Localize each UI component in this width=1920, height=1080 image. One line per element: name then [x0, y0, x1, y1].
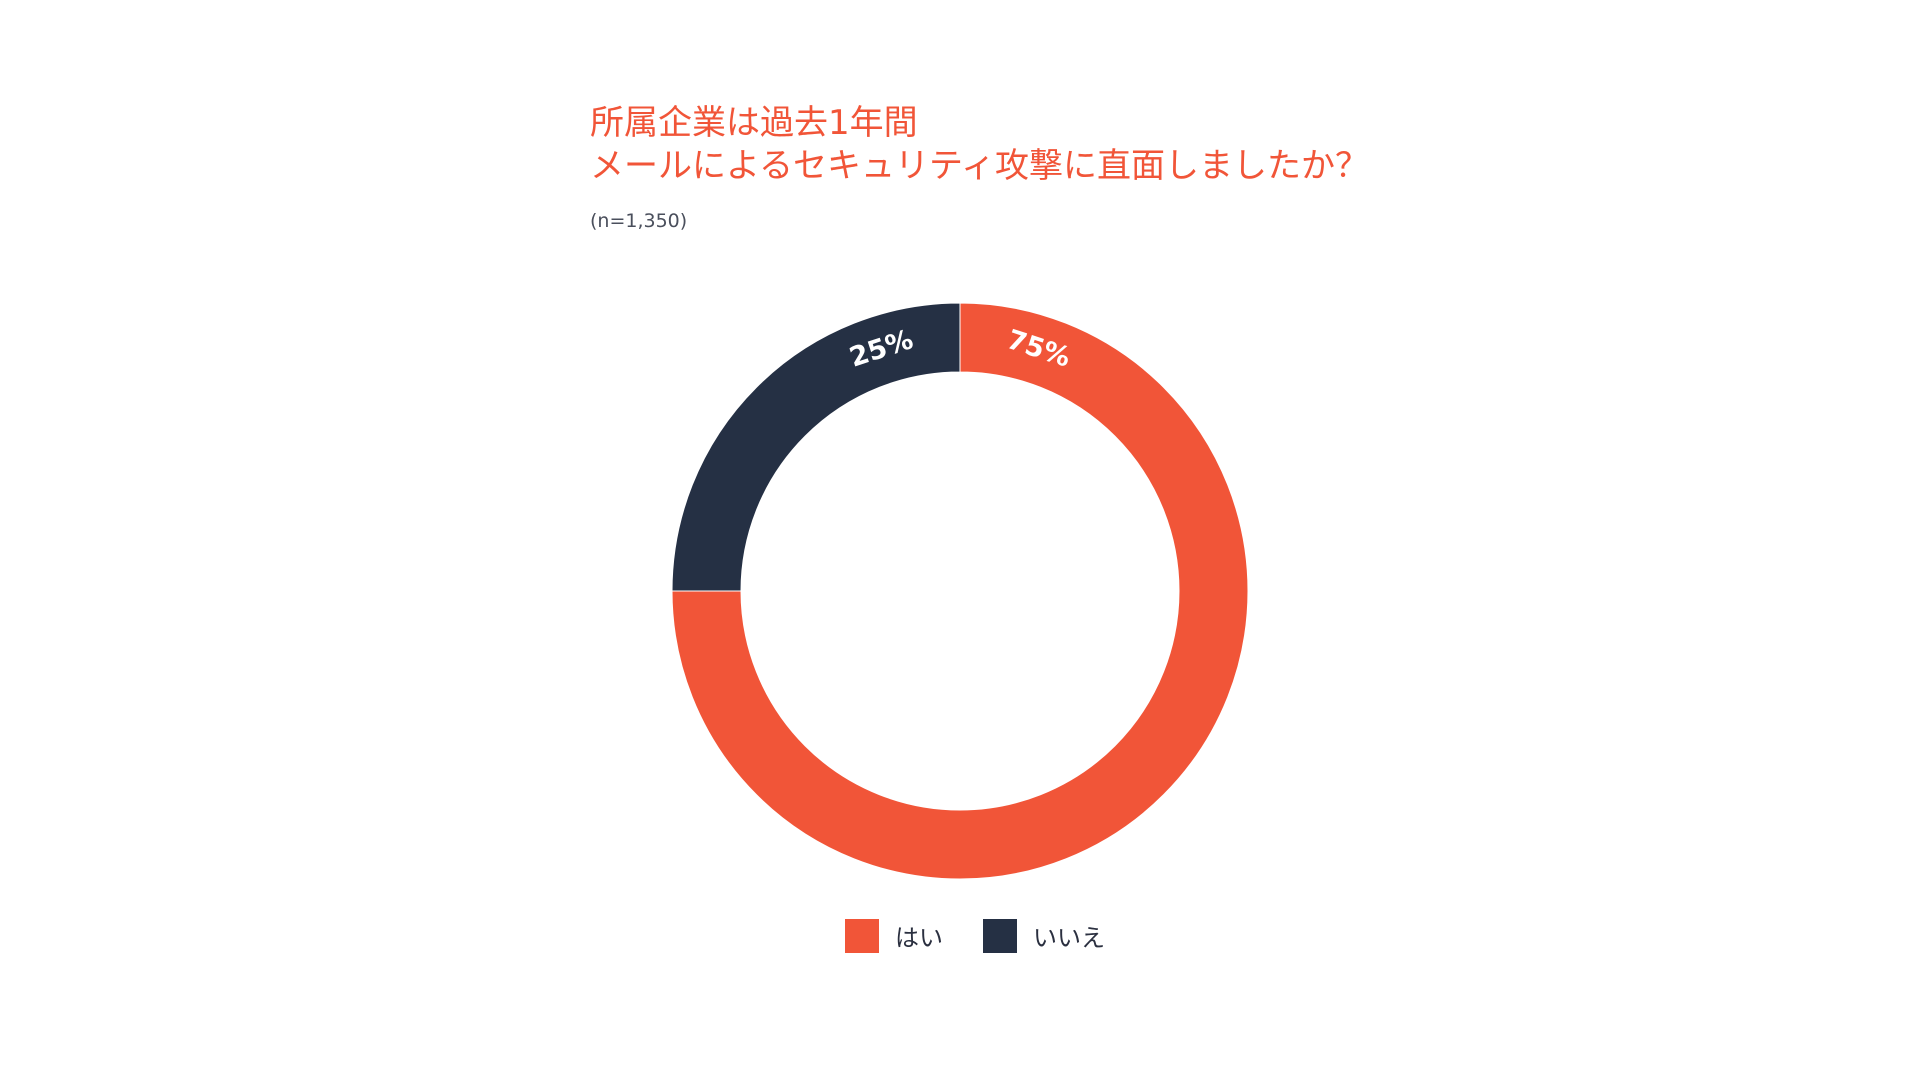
legend-item-no: いいえ — [983, 918, 1105, 953]
chart-title: 所属企業は過去1年間 メールによるセキュリティ攻撃に直面しましたか？ — [590, 102, 1369, 188]
chart-legend: はい いいえ — [845, 918, 1145, 953]
legend-label-yes: はい — [895, 924, 943, 952]
legend-swatch-no — [983, 918, 1017, 953]
chart-title-line-2: メールによるセキュリティ攻撃に直面しましたか？ — [590, 146, 1369, 186]
legend-swatch-yes — [845, 918, 879, 953]
chart-title-line-1: 所属企業は過去1年間 — [590, 103, 918, 143]
donut-slice-0 — [671, 302, 1249, 880]
sample-size-note: (n=1,350) — [590, 210, 688, 232]
donut-slice-1 — [671, 302, 961, 592]
legend-item-yes: はい — [845, 918, 943, 953]
legend-label-no: いいえ — [1033, 924, 1105, 952]
